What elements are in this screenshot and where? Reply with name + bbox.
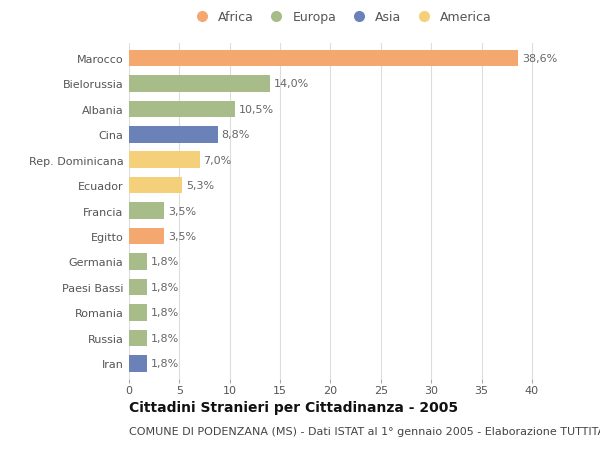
Text: 1,8%: 1,8% [151,282,179,292]
Bar [129,152,199,168]
Text: 1,8%: 1,8% [151,358,179,369]
Text: 3,5%: 3,5% [168,231,196,241]
Bar [129,50,518,67]
Text: 7,0%: 7,0% [203,156,232,165]
Bar [129,355,147,372]
Text: 1,8%: 1,8% [151,257,179,267]
Bar [129,304,147,321]
Bar [129,203,164,219]
Text: 8,8%: 8,8% [221,130,250,140]
Text: 5,3%: 5,3% [187,181,215,191]
Bar [129,101,235,118]
Bar [129,178,182,194]
Text: 3,5%: 3,5% [168,206,196,216]
Text: 10,5%: 10,5% [239,105,274,115]
Text: COMUNE DI PODENZANA (MS) - Dati ISTAT al 1° gennaio 2005 - Elaborazione TUTTITAL: COMUNE DI PODENZANA (MS) - Dati ISTAT al… [129,426,600,436]
Text: 14,0%: 14,0% [274,79,309,89]
Bar [129,127,218,143]
Bar [129,76,270,92]
Bar [129,228,164,245]
Text: Cittadini Stranieri per Cittadinanza - 2005: Cittadini Stranieri per Cittadinanza - 2… [129,400,458,414]
Legend: Africa, Europa, Asia, America: Africa, Europa, Asia, America [184,6,497,29]
Text: 1,8%: 1,8% [151,333,179,343]
Bar [129,330,147,346]
Text: 1,8%: 1,8% [151,308,179,318]
Bar [129,254,147,270]
Bar [129,279,147,296]
Text: 38,6%: 38,6% [522,54,557,64]
